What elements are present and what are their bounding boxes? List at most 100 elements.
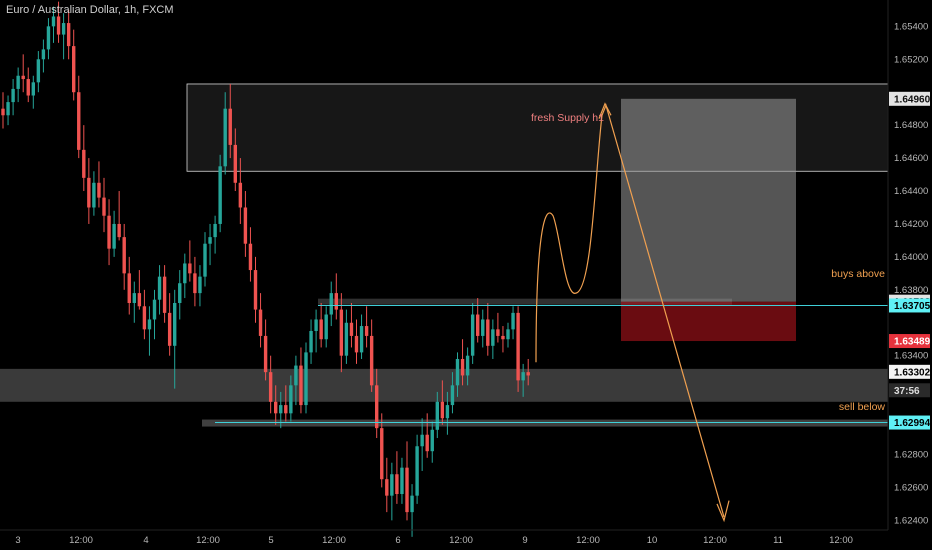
candle[interactable]	[359, 314, 364, 359]
candle[interactable]	[36, 51, 41, 93]
candle[interactable]	[506, 322, 510, 348]
position-target-box[interactable]	[621, 98, 796, 302]
candle[interactable]	[521, 363, 525, 397]
candle[interactable]	[440, 380, 445, 425]
candle[interactable]	[152, 289, 157, 340]
candle[interactable]	[1, 92, 5, 129]
candle[interactable]	[243, 191, 248, 257]
candle[interactable]	[198, 265, 202, 307]
candle[interactable]	[208, 223, 212, 266]
position-stop-box[interactable]	[621, 301, 796, 342]
y-axis[interactable]: 1.65400 1.65200 1.64800 1.64600 1.64400 1.642…	[887, 0, 931, 530]
candle[interactable]	[496, 312, 500, 343]
candle[interactable]	[501, 326, 505, 353]
candle[interactable]	[238, 158, 243, 224]
candle[interactable]	[51, 6, 56, 43]
candle[interactable]	[223, 92, 227, 175]
candle[interactable]	[233, 128, 237, 192]
candle[interactable]	[16, 67, 20, 103]
candle[interactable]	[369, 319, 374, 392]
candle[interactable]	[334, 273, 338, 320]
candle[interactable]	[375, 368, 379, 439]
candle[interactable]	[26, 67, 30, 103]
candle[interactable]	[97, 161, 101, 208]
candle[interactable]	[274, 385, 278, 425]
candle[interactable]	[213, 215, 217, 254]
price-tag[interactable]: 1.62994	[889, 415, 931, 430]
candle[interactable]	[304, 342, 308, 414]
candle[interactable]	[385, 457, 389, 513]
candle[interactable]	[395, 451, 399, 504]
candle[interactable]	[162, 265, 167, 323]
candle[interactable]	[188, 240, 192, 282]
candle[interactable]	[511, 306, 515, 340]
price-tag[interactable]: 1.63302	[889, 364, 931, 379]
candle[interactable]	[183, 253, 187, 299]
candle[interactable]	[122, 223, 126, 290]
candle[interactable]	[248, 227, 253, 282]
candle[interactable]	[390, 462, 394, 521]
candle[interactable]	[314, 309, 318, 353]
candle[interactable]	[66, 9, 71, 60]
price-tag[interactable]: 1.63489	[889, 334, 931, 349]
candle[interactable]	[41, 39, 46, 73]
candle[interactable]	[268, 355, 273, 414]
candle[interactable]	[400, 457, 404, 504]
candle[interactable]	[87, 158, 91, 224]
projection-path[interactable]	[535, 103, 725, 518]
candle[interactable]	[481, 309, 485, 348]
candle[interactable]	[445, 391, 450, 435]
candle[interactable]	[465, 347, 470, 386]
candle[interactable]	[425, 413, 429, 458]
candle[interactable]	[486, 302, 490, 356]
candle[interactable]	[344, 309, 349, 364]
candle[interactable]	[218, 154, 222, 233]
candle[interactable]	[77, 75, 81, 159]
candle[interactable]	[147, 306, 152, 356]
candle[interactable]	[435, 391, 439, 439]
candle[interactable]	[203, 232, 207, 287]
buys-above-band[interactable]	[318, 298, 732, 305]
candle[interactable]	[460, 339, 465, 386]
price-tag[interactable]: 37:56	[889, 383, 930, 398]
candle[interactable]	[299, 347, 303, 414]
candle[interactable]	[31, 75, 35, 109]
candle[interactable]	[157, 265, 162, 315]
candle[interactable]	[349, 302, 354, 348]
candle[interactable]	[526, 358, 530, 386]
candle[interactable]	[258, 293, 263, 348]
candle[interactable]	[289, 375, 293, 422]
candle[interactable]	[491, 319, 495, 359]
consolidation-band[interactable]	[0, 368, 888, 402]
candle[interactable]	[82, 125, 86, 192]
candle[interactable]	[173, 289, 177, 389]
candle[interactable]	[450, 372, 455, 414]
candle[interactable]	[415, 434, 419, 504]
candle[interactable]	[193, 256, 197, 307]
candle[interactable]	[127, 256, 131, 315]
candle[interactable]	[112, 210, 116, 257]
candle[interactable]	[339, 293, 344, 373]
candle[interactable]	[294, 355, 298, 406]
candle[interactable]	[167, 293, 172, 356]
price-tag[interactable]: 1.64960	[889, 91, 931, 106]
candle[interactable]	[137, 270, 142, 310]
candle[interactable]	[319, 302, 323, 348]
candle[interactable]	[430, 421, 434, 463]
candle[interactable]	[61, 13, 66, 60]
candle[interactable]	[21, 54, 25, 93]
candle[interactable]	[309, 319, 313, 364]
candle[interactable]	[420, 418, 424, 471]
candle[interactable]	[324, 306, 328, 348]
candle[interactable]	[92, 171, 96, 216]
candle[interactable]	[263, 319, 268, 381]
candle[interactable]	[142, 289, 147, 340]
candle[interactable]	[107, 199, 111, 266]
candle[interactable]	[354, 319, 359, 364]
candle[interactable]	[117, 191, 121, 241]
candle[interactable]	[6, 95, 10, 126]
price-tag[interactable]: 1.63705	[889, 298, 931, 313]
candle[interactable]	[410, 484, 414, 537]
candle[interactable]	[284, 385, 288, 422]
